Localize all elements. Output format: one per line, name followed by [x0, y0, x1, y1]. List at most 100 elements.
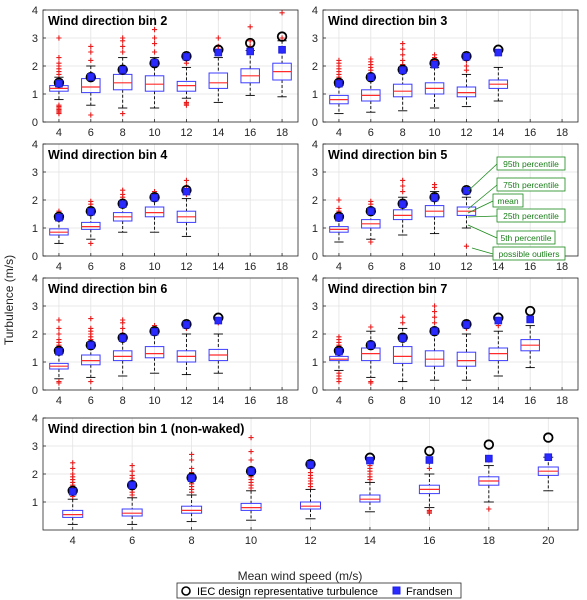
- x-tick-label: 18: [556, 127, 568, 139]
- outlier-point: [183, 177, 190, 183]
- frandsen-marker: [150, 58, 159, 67]
- outlier-point: [400, 189, 406, 195]
- frandsen-legend-label: Frandsen: [406, 586, 452, 598]
- frandsen-marker: [306, 460, 315, 469]
- panel-title: Wind direction bin 5: [328, 148, 447, 162]
- x-tick-label: 10: [428, 127, 440, 139]
- box-x10: [144, 27, 165, 109]
- y-tick-label: 3: [32, 167, 38, 179]
- frandsen-marker: [128, 481, 136, 489]
- x-tick-label: 10: [148, 127, 160, 139]
- box-x8: [392, 177, 413, 236]
- outlier-point: [279, 10, 285, 16]
- x-tick-label: 4: [336, 261, 342, 273]
- frandsen-marker: [182, 187, 191, 196]
- frandsen-marker: [398, 200, 407, 208]
- iec-marker: [244, 37, 256, 49]
- frandsen-marker: [462, 52, 471, 61]
- x-tick-label: 18: [276, 127, 288, 139]
- y-tick-label: 4: [32, 5, 38, 17]
- frandsen-marker: [335, 213, 343, 222]
- frandsen-marker: [278, 45, 286, 54]
- outlier-point: [120, 111, 126, 117]
- outlier-point: [120, 43, 126, 49]
- x-tick-label: 14: [212, 127, 224, 139]
- x-tick-label: 8: [400, 395, 406, 407]
- outlier-point: [56, 60, 62, 66]
- x-tick-label: 10: [148, 395, 160, 407]
- box-iqr: [329, 355, 349, 362]
- y-tick-label: 0: [32, 251, 38, 263]
- outlier-point: [400, 46, 406, 52]
- x-tick-label: 16: [524, 127, 536, 139]
- box-iqr: [456, 351, 477, 367]
- frandsen-marker: [55, 347, 63, 356]
- box-x10: [424, 303, 445, 381]
- x-tick-label: 18: [276, 395, 288, 407]
- axes-frame: [322, 9, 579, 123]
- annotation-arrow-p5: [467, 224, 498, 239]
- x-tick-label: 12: [460, 127, 472, 139]
- box-x16: [240, 24, 260, 96]
- panel-title: Wind direction bin 6: [48, 282, 167, 296]
- outlier-point: [88, 379, 94, 385]
- annotation-arrow-p75: [467, 184, 498, 210]
- frandsen-marker: [425, 456, 434, 464]
- x-tick-label: 16: [423, 535, 435, 547]
- box-x10: [424, 182, 445, 235]
- x-tick-label: 12: [460, 261, 472, 273]
- box-x16: [520, 325, 540, 369]
- x-tick-label: 10: [148, 261, 160, 273]
- y-tick-label: 2: [32, 61, 38, 73]
- box-iqr: [208, 72, 229, 89]
- box-iqr: [144, 206, 165, 218]
- frandsen-marker: [182, 320, 191, 329]
- y-tick-label: 2: [312, 195, 318, 207]
- outlier-point: [151, 49, 158, 55]
- annotation-p5: 5th percentile: [500, 233, 551, 243]
- x-tick-label: 16: [524, 395, 536, 407]
- iec-marker: [543, 432, 554, 443]
- outlier-point: [129, 468, 135, 474]
- outlier-point: [88, 316, 94, 322]
- x-tick-label: 6: [88, 127, 94, 139]
- outlier-point: [56, 331, 62, 337]
- outlier-point: [400, 320, 406, 326]
- y-tick-label: 4: [32, 413, 38, 425]
- box-iqr: [181, 505, 203, 514]
- iec-marker: [524, 305, 536, 317]
- iec-marker: [365, 205, 377, 217]
- outlier-point: [336, 57, 342, 63]
- box-iqr: [300, 501, 321, 510]
- box-x8: [112, 35, 133, 117]
- box-x8: [392, 314, 413, 383]
- outlier-point: [56, 55, 62, 61]
- outlier-point: [336, 334, 342, 340]
- box-iqr: [112, 350, 133, 362]
- outlier-point: [70, 460, 76, 466]
- box-iqr: [392, 209, 413, 221]
- frandsen-marker: [150, 327, 159, 336]
- frandsen-marker: [68, 487, 77, 496]
- axes-frame: [322, 143, 579, 257]
- y-tick-label: 1: [32, 223, 38, 235]
- outlier-point: [151, 41, 158, 47]
- x-tick-label: 8: [120, 261, 126, 273]
- outlier-point: [183, 99, 190, 105]
- y-tick-label: 3: [32, 301, 38, 313]
- iec-marker: [117, 64, 128, 75]
- x-tick-label: 8: [120, 395, 126, 407]
- frandsen-marker: [485, 454, 493, 463]
- x-tick-label: 8: [120, 127, 126, 139]
- axes-frame: [42, 417, 579, 531]
- y-tick-label: 1: [32, 357, 38, 369]
- annotation-p25: 25th percentile: [503, 211, 559, 221]
- frandsen-marker: [247, 467, 255, 475]
- frandsen-marker: [118, 66, 127, 74]
- outlier-point: [120, 325, 126, 331]
- outlier-point: [88, 198, 94, 204]
- outlier-point: [129, 463, 135, 469]
- outlier-point: [431, 52, 438, 58]
- frandsen-marker: [246, 47, 254, 56]
